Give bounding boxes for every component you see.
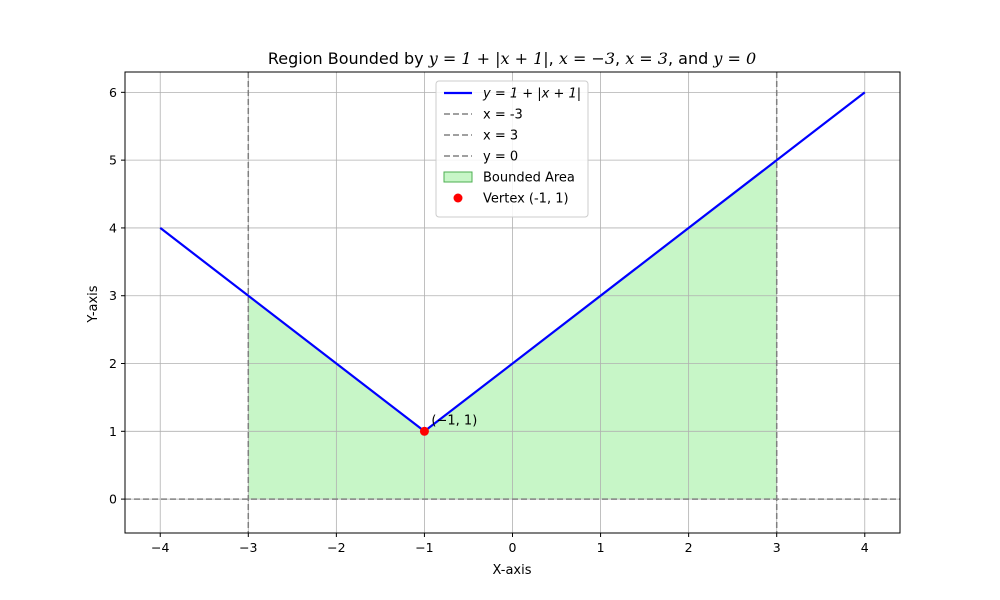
reference-lines (125, 72, 900, 533)
chart-title: Region Bounded by y = 1 + |x + 1|, x = −… (268, 49, 756, 68)
title-boundary-1: x = −3 (559, 49, 615, 68)
x-tick-label: 3 (773, 540, 781, 555)
title-boundary-2: x = 3 (625, 49, 668, 68)
vertex-point (419, 426, 429, 436)
title-prefix: Region Bounded by (268, 49, 429, 68)
legend-label: y = 1 + |x + 1| (482, 87, 581, 102)
points-layer (419, 426, 429, 436)
x-tick-label: 4 (861, 540, 869, 555)
legend-label: x = 3 (483, 129, 518, 144)
legend-label: y = 0 (483, 150, 518, 165)
x-tick-label: −4 (151, 540, 169, 555)
legend-label: x = -3 (483, 108, 523, 123)
title-boundary-3: y = 0 (712, 49, 756, 68)
y-tick-label: 5 (109, 153, 117, 168)
y-tick-label: 3 (109, 288, 117, 303)
x-tick-label: 1 (597, 540, 605, 555)
x-tick-label: 0 (509, 540, 517, 555)
x-tick-label: −3 (239, 540, 257, 555)
x-axis-label: X-axis (493, 563, 532, 578)
legend-label: Bounded Area (483, 171, 575, 186)
title-function: y = 1 + |x + 1| (428, 49, 549, 68)
title-separator-3: , and (668, 49, 713, 68)
y-axis-label: Y-axis (86, 285, 101, 323)
legend: y = 1 + |x + 1| x = -3 x = 3 y = 0 Bounded A… (435, 80, 589, 218)
y-tick-label: 0 (109, 492, 117, 507)
plot-area-layer (248, 160, 777, 500)
ticks-layer: −4 −3 −2 −1 0 1 2 3 4 0 1 2 3 4 5 6 (109, 85, 869, 555)
y-tick-label: 2 (109, 356, 117, 371)
title-separator-2: , (615, 49, 625, 68)
bounded-area (248, 160, 777, 500)
x-tick-label: 2 (685, 540, 693, 555)
title-separator-1: , (549, 49, 559, 68)
annotations-layer: (−1, 1) (431, 413, 477, 428)
legend-box (435, 80, 589, 218)
vertex-annotation: (−1, 1) (431, 413, 477, 428)
x-tick-label: −2 (327, 540, 345, 555)
legend-handle-patch (443, 171, 473, 183)
legend-label: Vertex (-1, 1) (483, 192, 569, 207)
x-tick-label: −1 (415, 540, 433, 555)
y-tick-label: 4 (109, 220, 117, 235)
legend-handle-dot (453, 193, 463, 203)
y-tick-label: 1 (109, 424, 117, 439)
y-tick-label: 6 (109, 85, 117, 100)
